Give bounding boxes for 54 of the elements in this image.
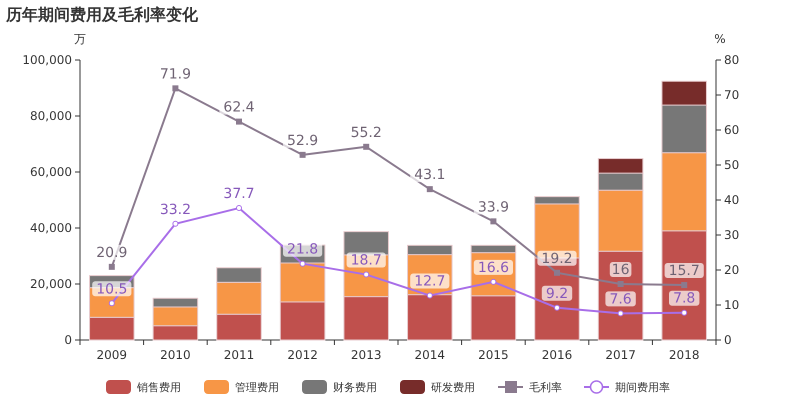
data-label: 18.7 <box>350 252 382 269</box>
y2-tick-label: 0 <box>724 333 732 347</box>
data-label: 9.2 <box>546 286 568 302</box>
x-tick-label: 2009 <box>96 348 128 362</box>
data-label: 16 <box>612 262 630 278</box>
y-tick-label: 60,000 <box>30 165 72 179</box>
data-label: 62.4 <box>223 100 255 116</box>
data-label: 12.7 <box>414 274 446 290</box>
y2-tick-label: 40 <box>724 193 740 207</box>
data-label: 20.9 <box>96 244 128 261</box>
y2-tick-label: 30 <box>724 228 740 242</box>
data-label: 33.2 <box>160 202 191 218</box>
legend-label: 期间费用率 <box>615 381 670 394</box>
legend-label: 财务费用 <box>333 381 377 394</box>
x-tick-label: 2017 <box>605 348 636 362</box>
data-label: 71.9 <box>160 66 191 82</box>
y2-tick-label: 20 <box>724 263 740 277</box>
x-tick-label: 2010 <box>160 348 191 362</box>
x-tick-label: 2011 <box>224 348 254 362</box>
y-axis-title: 万 <box>74 32 86 46</box>
legend-label: 管理费用 <box>235 381 279 394</box>
y2-tick-label: 50 <box>724 158 740 172</box>
data-label: 43.1 <box>414 167 446 184</box>
legend-label: 毛利率 <box>529 381 562 394</box>
x-tick-label: 2015 <box>478 348 509 362</box>
data-label: 16.6 <box>478 260 510 276</box>
x-tick-label: 2013 <box>350 348 382 362</box>
data-label: 52.9 <box>287 132 318 149</box>
data-label: 7.8 <box>673 290 696 307</box>
data-label: 21.8 <box>287 242 318 258</box>
y-tick-label: 100,000 <box>22 53 72 67</box>
y2-tick-label: 70 <box>724 88 740 102</box>
data-label: 15.7 <box>668 263 700 280</box>
data-label: 10.5 <box>96 281 128 298</box>
y-tick-label: 20,000 <box>30 277 72 291</box>
data-label: 55.2 <box>350 124 382 141</box>
data-label: 7.6 <box>609 291 632 308</box>
y-tick-label: 80,000 <box>30 109 72 123</box>
y2-tick-label: 10 <box>724 298 740 312</box>
legend-label: 销售费用 <box>136 381 181 394</box>
y-tick-label: 40,000 <box>30 221 72 235</box>
y2-axis-title: % <box>714 32 726 46</box>
legend-label: 研发费用 <box>431 381 475 394</box>
x-tick-label: 2016 <box>542 348 572 362</box>
x-tick-label: 2014 <box>414 348 446 362</box>
y-tick-label: 0 <box>64 333 72 347</box>
data-label: 19.2 <box>541 250 573 267</box>
x-tick-label: 2012 <box>287 348 318 362</box>
y2-tick-label: 80 <box>724 53 740 67</box>
chart-title: 历年期间费用及毛利率变化 <box>5 5 199 24</box>
y2-tick-label: 60 <box>724 123 740 137</box>
data-label: 37.7 <box>223 186 255 202</box>
data-label: 33.9 <box>478 199 509 216</box>
x-tick-label: 2018 <box>668 348 700 362</box>
